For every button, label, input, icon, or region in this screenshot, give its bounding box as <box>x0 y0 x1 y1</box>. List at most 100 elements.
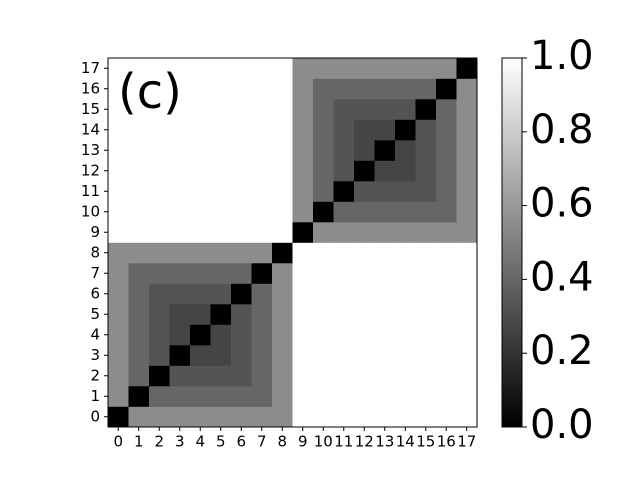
cell <box>415 58 437 79</box>
x-tick-label: 8 <box>277 433 287 451</box>
cell <box>169 242 191 264</box>
cell <box>354 345 375 366</box>
y-tick-label: 16 <box>81 79 100 97</box>
cell <box>128 58 150 79</box>
cell <box>210 181 232 202</box>
cell <box>128 283 150 305</box>
heatmap <box>108 58 478 428</box>
cell <box>251 58 273 79</box>
cell <box>436 263 457 284</box>
cell <box>149 365 170 387</box>
y-tick-label: 17 <box>81 59 100 77</box>
cell <box>108 365 129 387</box>
cell <box>190 160 211 182</box>
cell <box>436 283 457 305</box>
cell <box>251 365 273 387</box>
cell <box>292 365 314 387</box>
cell <box>456 345 478 366</box>
cell <box>436 78 457 100</box>
cell <box>190 324 211 346</box>
cell <box>374 283 396 305</box>
y-tick-label: 0 <box>90 407 100 425</box>
cell <box>354 242 375 264</box>
cell <box>436 406 457 428</box>
cell <box>456 58 478 79</box>
cell <box>313 201 334 223</box>
cell <box>231 324 252 346</box>
cell <box>333 119 355 141</box>
cell <box>374 263 396 284</box>
cell <box>415 304 437 325</box>
colorbar-tick-label: 0.2 <box>530 328 594 374</box>
cell <box>231 386 252 407</box>
y-tick-label: 12 <box>81 161 100 179</box>
cell <box>333 386 355 407</box>
cell <box>169 304 191 325</box>
cell <box>333 365 355 387</box>
cell <box>354 140 375 161</box>
cell <box>436 181 457 202</box>
cell <box>149 78 170 100</box>
cell <box>149 58 170 79</box>
x-tick-label: 14 <box>396 433 415 451</box>
cell <box>415 345 437 366</box>
cell <box>374 78 396 100</box>
x-tick-label: 15 <box>416 433 435 451</box>
cell <box>128 181 150 202</box>
cell <box>272 99 293 120</box>
cell <box>292 222 314 243</box>
cell <box>436 242 457 264</box>
cell <box>108 99 129 120</box>
colorbar-tick-label: 1.0 <box>530 33 594 79</box>
cell <box>333 201 355 223</box>
x-tick-label: 9 <box>298 433 308 451</box>
colorbar <box>501 57 523 428</box>
cell <box>272 78 293 100</box>
cell <box>436 140 457 161</box>
cell <box>108 222 129 243</box>
cell <box>313 345 334 366</box>
cell <box>395 201 416 223</box>
cell <box>169 283 191 305</box>
cell <box>108 324 129 346</box>
cell <box>456 386 478 407</box>
cell <box>128 324 150 346</box>
cell <box>128 119 150 141</box>
cell <box>333 345 355 366</box>
cell <box>190 222 211 243</box>
cell <box>149 181 170 202</box>
cell <box>190 263 211 284</box>
cell <box>333 181 355 202</box>
cell <box>251 242 273 264</box>
cell <box>169 99 191 120</box>
cell <box>436 324 457 346</box>
cell <box>333 160 355 182</box>
cell <box>456 99 478 120</box>
cell <box>456 119 478 141</box>
cell <box>169 78 191 100</box>
x-tick-label: 17 <box>457 433 476 451</box>
cell <box>395 304 416 325</box>
cell <box>354 386 375 407</box>
cell <box>272 140 293 161</box>
cell <box>333 324 355 346</box>
cell <box>415 222 437 243</box>
cell <box>313 365 334 387</box>
cell <box>436 345 457 366</box>
cell <box>251 140 273 161</box>
cell <box>436 222 457 243</box>
cell <box>272 324 293 346</box>
cell <box>292 283 314 305</box>
colorbar-tick-label: 0.8 <box>530 107 594 153</box>
y-tick-label: 4 <box>90 325 100 343</box>
cell <box>272 201 293 223</box>
y-tick-label: 13 <box>81 141 100 159</box>
cell <box>210 119 232 141</box>
y-tick-label: 14 <box>81 120 100 138</box>
cell <box>395 283 416 305</box>
x-tick-label: 2 <box>154 433 164 451</box>
cell <box>128 201 150 223</box>
cell <box>292 181 314 202</box>
cell <box>333 304 355 325</box>
cell <box>354 119 375 141</box>
